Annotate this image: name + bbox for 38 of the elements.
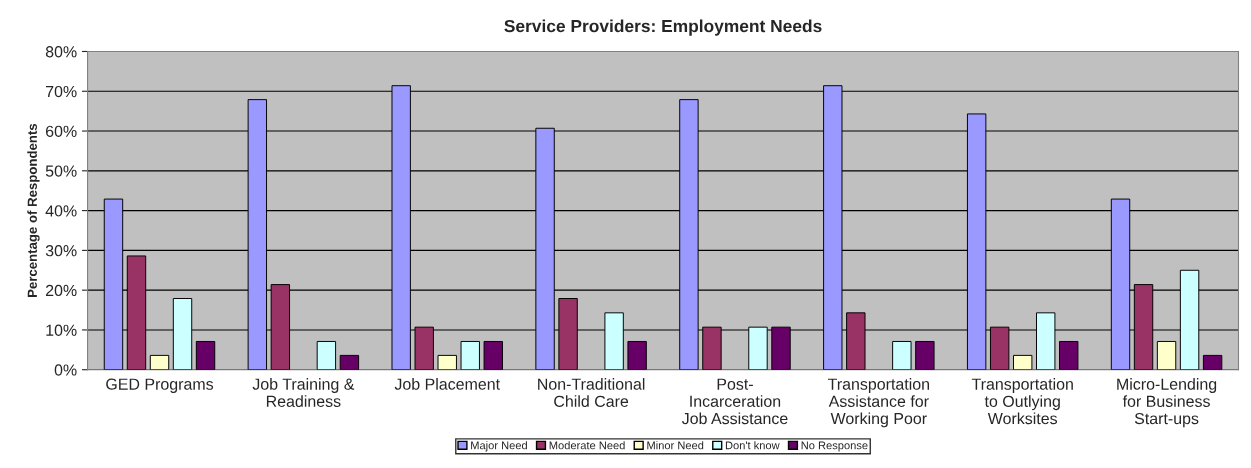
x-tick-label: Micro-Lending for Business Start-ups	[1117, 378, 1217, 428]
y-tick-label: 70%	[46, 85, 77, 98]
x-tick-label: Transportation Assistance for Working Poor	[828, 378, 929, 428]
legend-label: Moderate Need	[549, 441, 625, 450]
bar	[149, 354, 170, 370]
legend-label: No Response	[801, 441, 868, 452]
bar	[437, 354, 457, 370]
legend-label: Don't know	[725, 441, 780, 450]
x-tick-label: GED Programs	[106, 378, 214, 393]
y-tick-label: 40%	[45, 205, 77, 217]
legend-label: Major Need	[471, 441, 527, 452]
bar	[627, 340, 647, 370]
y-tick-label: 80%	[45, 46, 77, 58]
y-tick-label: 60%	[46, 125, 77, 137]
bar	[915, 340, 935, 370]
y-tick-label: 20%	[45, 284, 77, 297]
x-tick-label: Job Placement	[394, 378, 500, 390]
bar	[483, 340, 503, 370]
bar	[316, 340, 337, 370]
bar	[1202, 354, 1223, 370]
bar	[460, 340, 480, 370]
y-axis-title: Percentage of Respondents	[27, 123, 40, 297]
bar	[1059, 340, 1079, 370]
x-tick-label: Non-Traditional Child Care	[538, 378, 645, 407]
y-tick-label: 30%	[45, 245, 77, 257]
y-tick-label: 10%	[46, 324, 77, 336]
bar	[1013, 354, 1033, 370]
bar	[892, 340, 912, 370]
x-tick-label: Job Training & Readiness	[252, 378, 355, 407]
chart-title: Service Providers: Employment Needs	[504, 19, 822, 36]
legend-label: Minor Need	[647, 441, 704, 450]
bar	[339, 354, 360, 370]
y-tick-label: 50%	[45, 165, 77, 177]
bar	[195, 340, 216, 370]
x-tick-label: Transportation to Outlying Worksites	[971, 378, 1073, 425]
y-tick-label: 0%	[54, 364, 77, 376]
x-tick-label: Post- Incarceration Job Assistance	[681, 378, 788, 425]
bar	[1156, 340, 1177, 370]
